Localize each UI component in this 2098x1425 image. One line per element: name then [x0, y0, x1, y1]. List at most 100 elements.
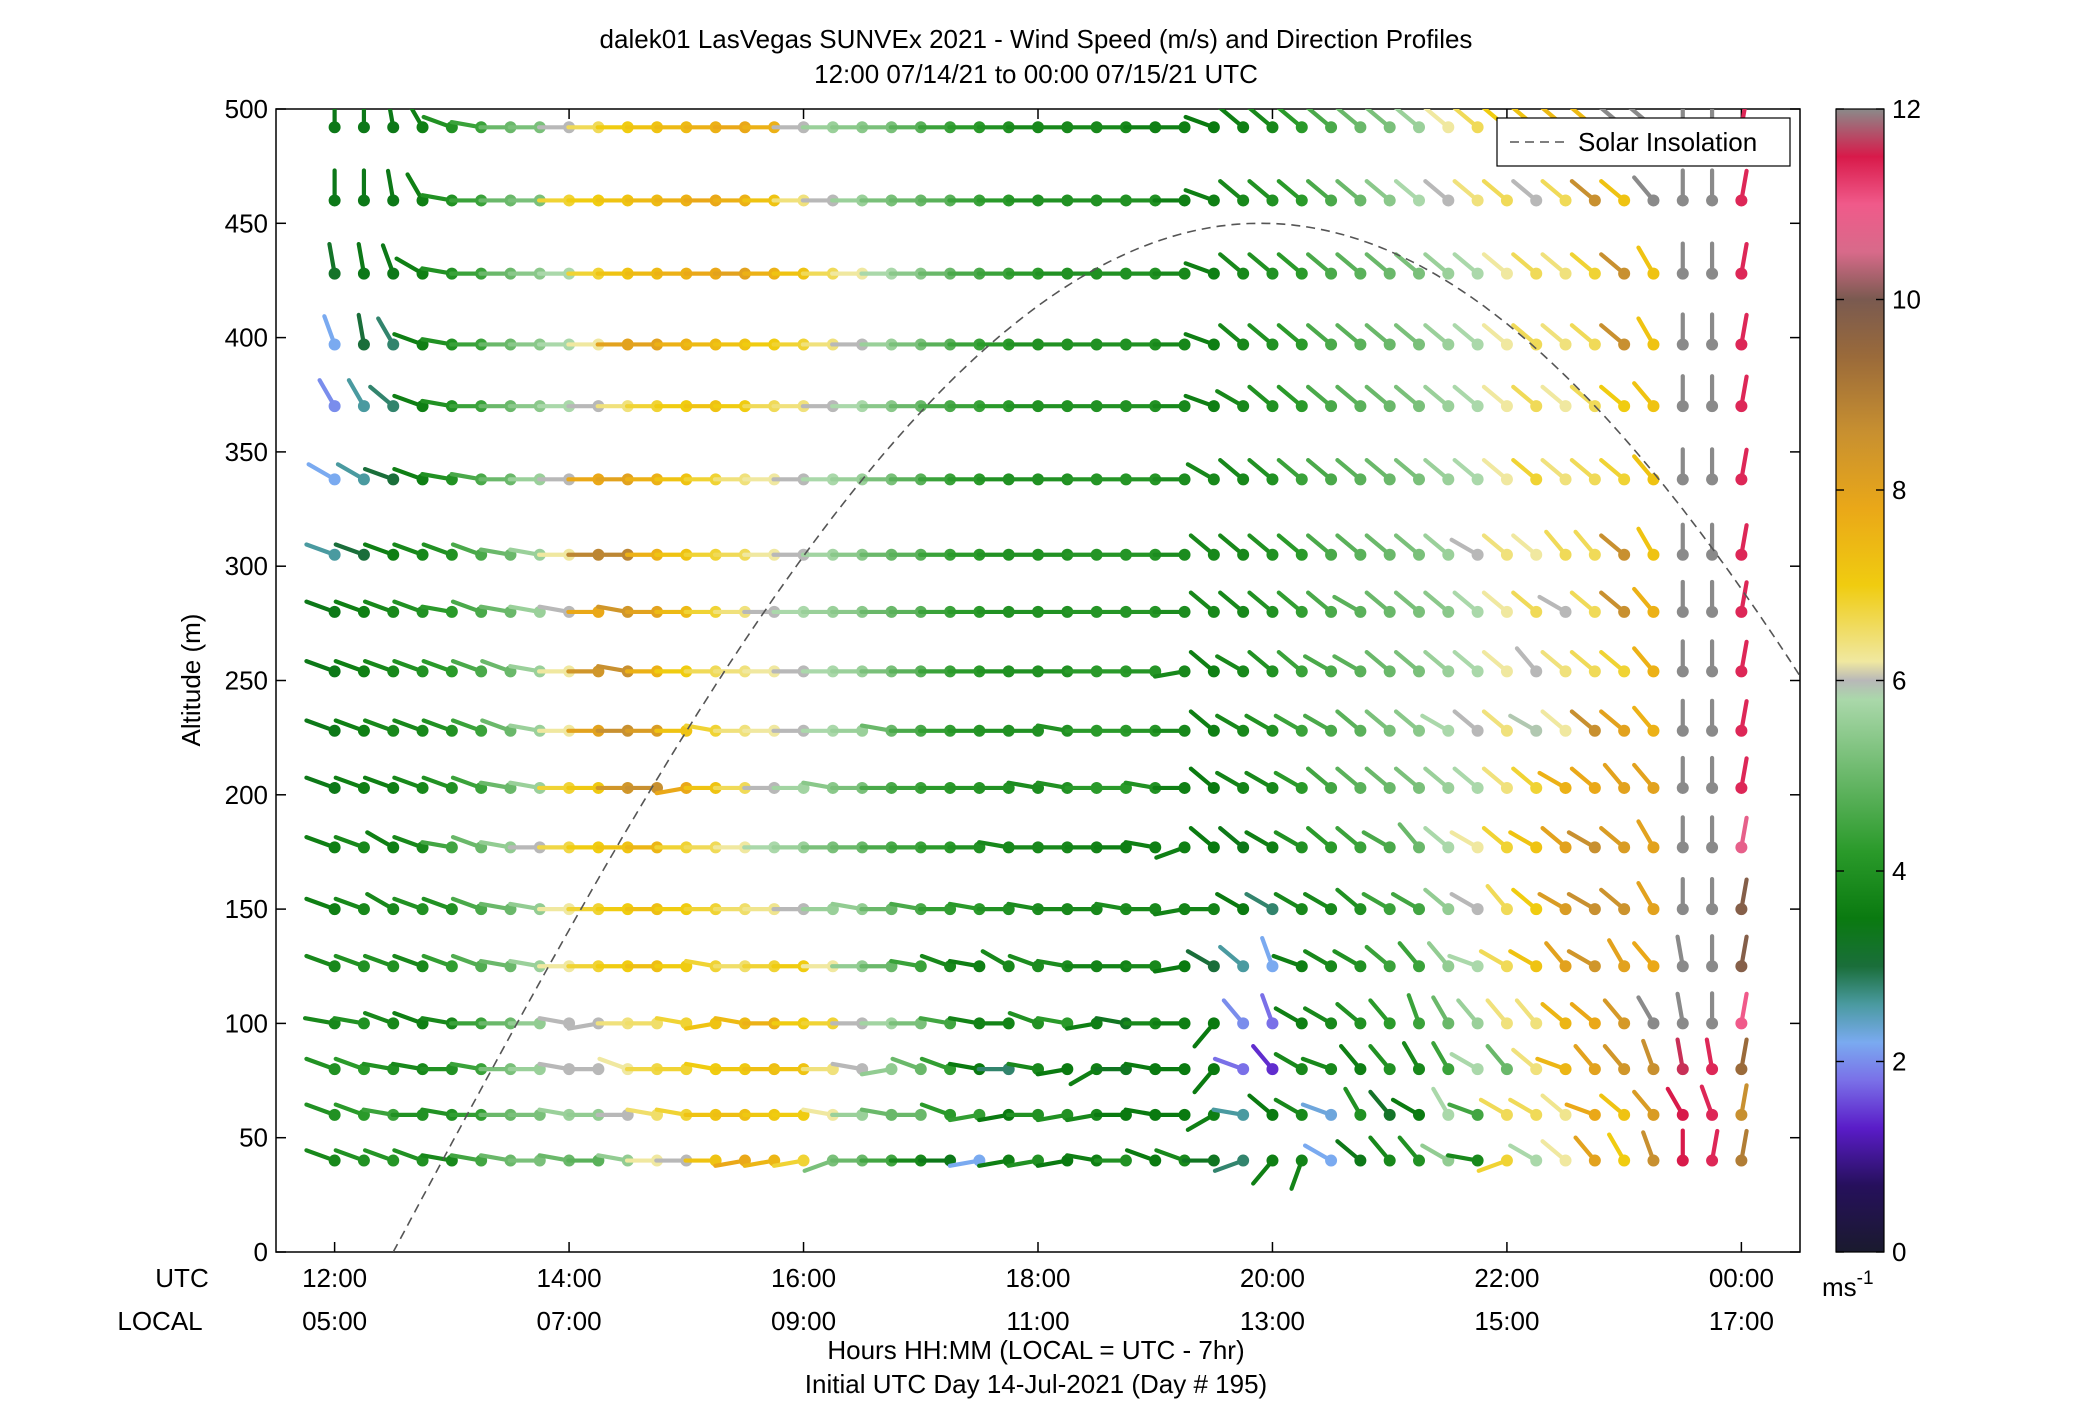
wind-barb-dot	[1618, 338, 1631, 351]
wind-barb	[1152, 724, 1191, 737]
wind-barb	[889, 958, 927, 973]
wind-barb-dot	[1413, 1108, 1425, 1121]
wind-barb-dot	[1178, 1017, 1191, 1030]
wind-barb	[1335, 252, 1367, 280]
wind-barb	[1390, 891, 1425, 916]
wind-barb-dot	[1383, 960, 1396, 973]
wind-barb	[1393, 590, 1425, 618]
wind-barb-dot	[1295, 194, 1308, 207]
colorbar-tick-label: 12	[1892, 94, 1921, 124]
wind-barb-dot	[1647, 338, 1660, 351]
wind-barb-dot	[1559, 267, 1572, 280]
wind-barb-dot	[1237, 1154, 1250, 1167]
wind-barb	[1332, 654, 1367, 678]
wind-barb	[1183, 114, 1220, 134]
wind-barb	[1335, 109, 1367, 134]
x-tick-label-local: 09:00	[771, 1306, 836, 1336]
wind-barb	[1339, 1044, 1367, 1076]
wind-barb	[335, 462, 370, 486]
wind-barb-dot	[1442, 781, 1455, 794]
wind-barb-dot	[1676, 1017, 1689, 1030]
wind-barb-dot	[357, 1154, 370, 1167]
wind-barb	[1706, 168, 1719, 207]
colorbar-tick-label: 2	[1892, 1047, 1906, 1077]
wind-barb	[1511, 252, 1543, 280]
wind-barb	[1181, 903, 1220, 916]
wind-barb-dot	[1500, 1108, 1513, 1121]
wind-barb-dot	[1207, 400, 1220, 413]
wind-barb-dot	[328, 665, 341, 678]
wind-barb	[1481, 590, 1513, 618]
wind-barb-dot	[1325, 781, 1338, 794]
wind-barb	[1676, 876, 1689, 916]
wind-barb	[1481, 825, 1513, 854]
wind-barb-dot	[1471, 473, 1484, 486]
wind-barb-dot	[1413, 960, 1425, 973]
wind-barb-dot	[328, 400, 341, 413]
wind-barb-dot	[387, 400, 400, 413]
wind-barb	[1676, 312, 1689, 351]
wind-barb	[365, 830, 400, 854]
wind-barb-dot	[1706, 1108, 1719, 1121]
wind-barb-dot	[445, 605, 458, 618]
wind-barb-dot	[1676, 473, 1689, 486]
wind-barb	[1218, 533, 1250, 561]
wind-barb-dot	[387, 903, 400, 916]
wind-barb	[1599, 252, 1631, 280]
wind-barb-dot	[1647, 400, 1660, 413]
wind-barb-dot	[1325, 400, 1338, 413]
wind-barb-dot	[1500, 724, 1513, 737]
wind-barb	[1260, 993, 1279, 1030]
wind-barb-dot	[387, 605, 400, 618]
wind-barb-dot	[1471, 841, 1484, 854]
wind-barb	[357, 109, 370, 134]
wind-barb-dot	[1266, 1063, 1279, 1076]
wind-barb-dot	[1383, 121, 1396, 134]
wind-barb-dot	[328, 781, 341, 794]
wind-barb	[304, 658, 341, 678]
wind-barb	[1335, 323, 1367, 351]
wind-barb-dot	[1500, 665, 1513, 678]
wind-barb-dot	[1530, 781, 1543, 794]
wind-barb	[1566, 891, 1601, 916]
wind-barb-dot	[1237, 338, 1250, 351]
wind-barb	[1247, 533, 1279, 561]
wind-barb	[890, 1056, 927, 1076]
wind-barb	[1431, 995, 1455, 1030]
wind-barb	[1735, 877, 1749, 916]
wind-barb	[1537, 891, 1572, 916]
wind-barb-dot	[1207, 473, 1220, 486]
wind-barb-dot	[1676, 194, 1689, 207]
wind-barb-dot	[1500, 400, 1513, 413]
wind-barb	[1364, 457, 1396, 486]
wind-barb	[1706, 815, 1719, 854]
wind-barb	[362, 1148, 400, 1167]
wind-barb	[1302, 713, 1338, 737]
wind-barb	[1215, 891, 1250, 916]
wind-barb	[1218, 944, 1250, 973]
wind-barb-dot	[1383, 1017, 1396, 1030]
wind-barb-dot	[1618, 781, 1631, 794]
wind-barb-dot	[1500, 605, 1513, 618]
wind-barb	[409, 109, 429, 134]
wind-barb	[1305, 252, 1338, 280]
wind-barb-dot	[1618, 1063, 1631, 1076]
wind-barb	[1511, 457, 1543, 486]
chart-subtitle: 12:00 07/14/21 to 00:00 07/15/21 UTC	[814, 59, 1258, 89]
wind-barb	[1364, 590, 1396, 618]
wind-barb-dot	[328, 267, 341, 280]
wind-barb-dot	[1442, 1108, 1455, 1121]
wind-barb-dot	[1325, 267, 1338, 280]
wind-barb-dot	[1676, 724, 1689, 737]
wind-barb	[1540, 384, 1572, 413]
wind-barb	[1397, 941, 1425, 973]
wind-barb	[1607, 1132, 1631, 1167]
wind-barb-dot	[1295, 1108, 1308, 1121]
wind-barb	[1511, 179, 1543, 207]
wind-barb-dot	[1471, 1063, 1484, 1076]
wind-barb	[1540, 1093, 1572, 1121]
wind-barb	[333, 718, 370, 737]
wind-barb-dot	[1237, 781, 1250, 794]
wind-barb-dot	[1735, 194, 1748, 207]
wind-barb-dot	[1383, 548, 1396, 561]
